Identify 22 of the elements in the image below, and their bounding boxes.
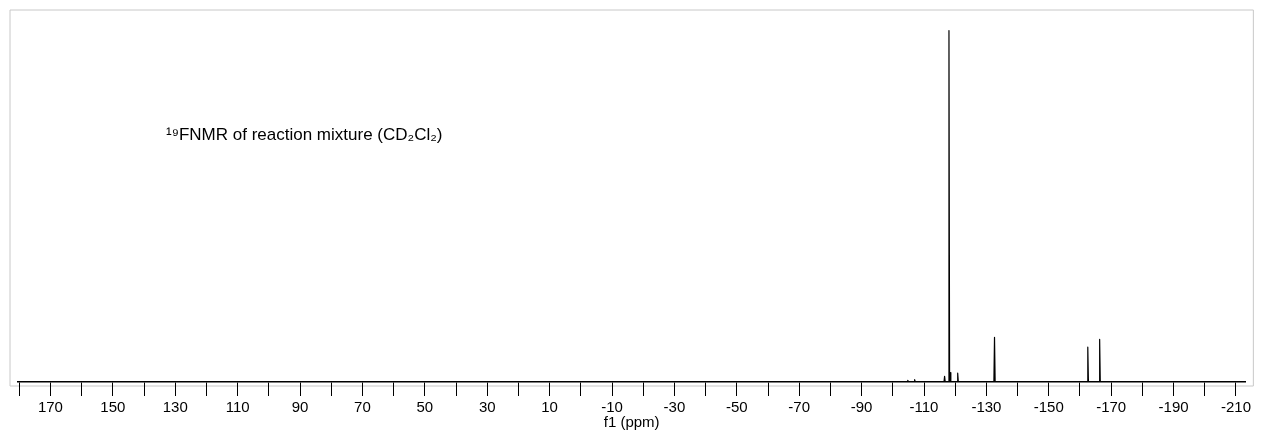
- x-tick-label: 150: [100, 398, 126, 416]
- x-tick-label: -210: [1220, 398, 1251, 416]
- x-tick-label: -130: [971, 398, 1002, 416]
- x-tick-label: 90: [291, 398, 309, 416]
- x-tick-label: 170: [37, 398, 63, 416]
- x-tick-label: 50: [416, 398, 434, 416]
- annotation: ¹⁹FNMR of reaction mixture (CD₂Cl₂): [166, 125, 443, 144]
- x-tick-label: -190: [1158, 398, 1189, 416]
- x-tick-label: 10: [541, 398, 558, 416]
- x-tick-label: -110: [909, 398, 939, 416]
- x-tick-label: -30: [663, 398, 686, 416]
- x-tick-label: 30: [478, 398, 496, 416]
- x-axis-title: f1 (ppm): [603, 413, 660, 431]
- x-tick-label: -50: [725, 398, 748, 416]
- x-tick-label: -10: [601, 398, 623, 416]
- x-tick-label: -90: [850, 398, 873, 416]
- x-tick-label: 70: [354, 398, 371, 416]
- x-tick-label: -70: [788, 398, 811, 416]
- x-tick-label: 130: [162, 398, 188, 416]
- x-tick-label: 110: [225, 398, 250, 416]
- x-tick-label: -150: [1033, 398, 1064, 416]
- x-tick-label: -170: [1096, 398, 1127, 416]
